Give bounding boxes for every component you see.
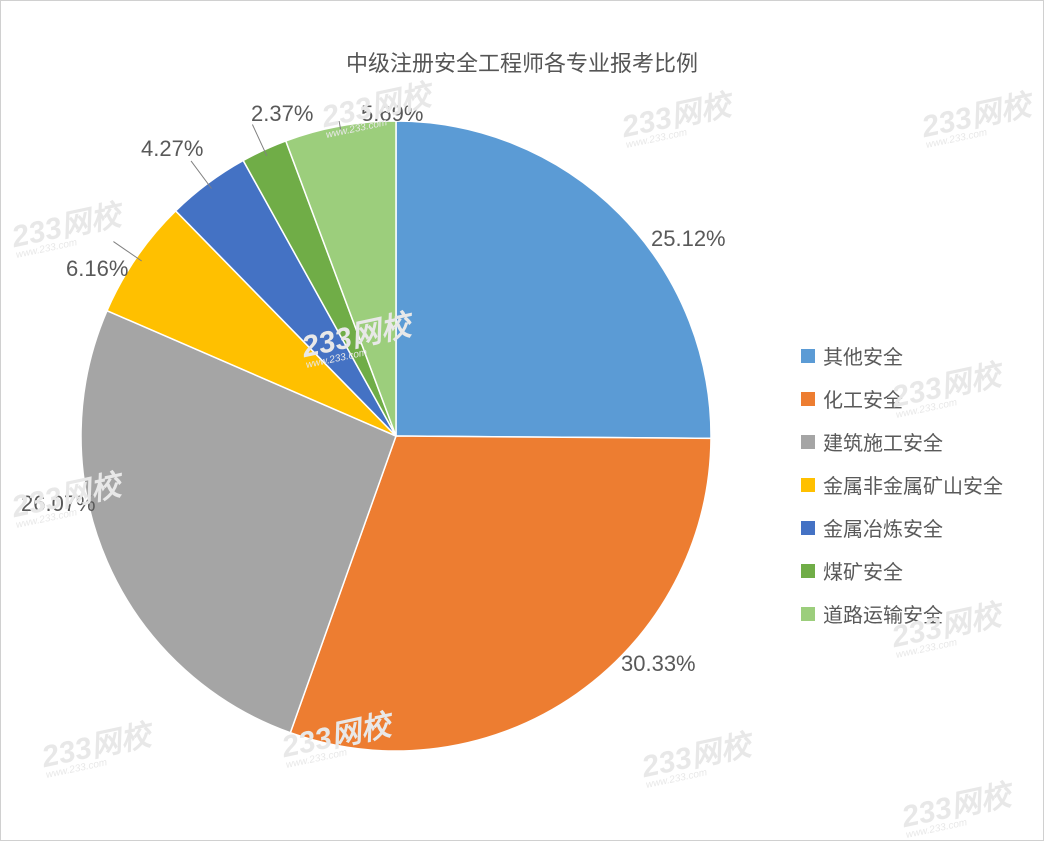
- legend-label: 金属非金属矿山安全: [823, 470, 1003, 499]
- watermark-text: 233网校: [899, 779, 1014, 834]
- slice-label: 25.12%: [651, 226, 726, 252]
- watermark-sub: www.233.com: [45, 747, 155, 781]
- legend-swatch: [801, 521, 815, 535]
- watermark-sub: www.233.com: [895, 627, 1005, 661]
- legend-swatch: [801, 607, 815, 621]
- legend-swatch: [801, 564, 815, 578]
- chart-title: 中级注册安全工程师各专业报考比例: [1, 46, 1043, 78]
- legend-item: 煤矿安全: [801, 556, 1003, 585]
- watermark: 233网校www.233.com: [897, 770, 1015, 841]
- slice-label: 4.27%: [141, 136, 203, 162]
- legend-item: 道路运输安全: [801, 599, 1003, 628]
- legend-item: 金属非金属矿山安全: [801, 470, 1003, 499]
- pie-chart: [81, 121, 711, 751]
- legend-item: 化工安全: [801, 384, 1003, 413]
- legend-swatch: [801, 349, 815, 363]
- chart-container: 中级注册安全工程师各专业报考比例 其他安全化工安全建筑施工安全金属非金属矿山安全…: [0, 0, 1044, 841]
- legend-item: 建筑施工安全: [801, 427, 1003, 456]
- slice-label: 30.33%: [621, 651, 696, 677]
- legend-label: 化工安全: [823, 384, 903, 413]
- watermark-sub: www.233.com: [645, 757, 755, 791]
- legend-label: 煤矿安全: [823, 556, 903, 585]
- slice-label: 26.07%: [21, 491, 96, 517]
- watermark-sub: www.233.com: [905, 807, 1015, 841]
- pie-slice: [396, 121, 711, 438]
- legend: 其他安全化工安全建筑施工安全金属非金属矿山安全金属冶炼安全煤矿安全道路运输安全: [801, 341, 1003, 628]
- slice-label: 2.37%: [251, 101, 313, 127]
- legend-item: 其他安全: [801, 341, 1003, 370]
- legend-label: 建筑施工安全: [823, 427, 943, 456]
- legend-swatch: [801, 392, 815, 406]
- legend-label: 金属冶炼安全: [823, 513, 943, 542]
- pie-svg: [81, 121, 711, 751]
- leader-line: [191, 161, 211, 189]
- legend-swatch: [801, 435, 815, 449]
- legend-swatch: [801, 478, 815, 492]
- watermark-text: 233网校: [919, 89, 1034, 144]
- watermark: 233网校www.233.com: [917, 80, 1035, 151]
- leader-line: [252, 125, 266, 156]
- legend-item: 金属冶炼安全: [801, 513, 1003, 542]
- slice-label: 6.16%: [66, 256, 128, 282]
- slice-label: 5.69%: [361, 101, 423, 127]
- legend-label: 道路运输安全: [823, 599, 943, 628]
- watermark-sub: www.233.com: [925, 117, 1035, 151]
- legend-label: 其他安全: [823, 341, 903, 370]
